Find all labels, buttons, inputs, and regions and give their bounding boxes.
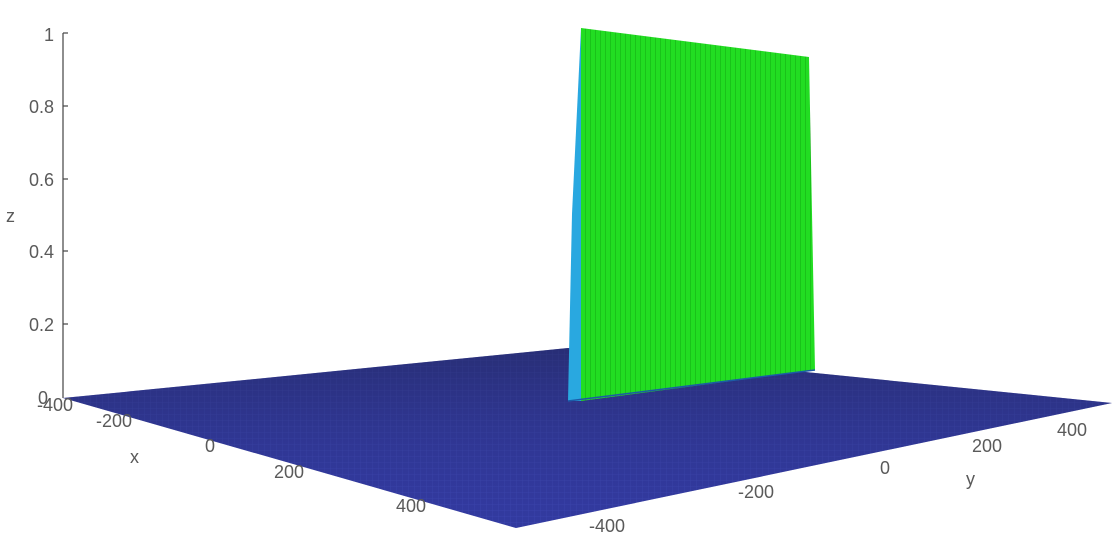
y-tick-label: 200 xyxy=(972,436,1002,456)
wall-surface xyxy=(567,28,816,402)
z-axis-label: z xyxy=(6,206,15,226)
y-axis-label: y xyxy=(966,469,975,489)
x-axis-ticks: -400 -200 0 200 400 xyxy=(37,395,426,516)
z-tick-label: 0.8 xyxy=(29,97,54,117)
wall-face xyxy=(581,28,815,401)
floor-surface xyxy=(63,348,1112,528)
y-tick-label: -200 xyxy=(738,482,774,502)
floor-shading xyxy=(63,348,1112,528)
y-tick-label: -400 xyxy=(589,516,625,536)
wall-edge-face xyxy=(568,28,581,401)
z-tick-label: 0.6 xyxy=(29,170,54,190)
x-tick-label: 0 xyxy=(205,436,215,456)
wall-bottom-edge xyxy=(567,369,816,402)
x-tick-label: -400 xyxy=(37,395,73,415)
z-tick-label: 0.4 xyxy=(29,242,54,262)
x-tick-label: 400 xyxy=(396,496,426,516)
x-tick-label: -200 xyxy=(96,411,132,431)
z-tick-label: 1 xyxy=(44,25,54,45)
y-tick-label: 400 xyxy=(1057,420,1087,440)
x-axis-label: x xyxy=(130,447,139,467)
z-axis-ticks: 1 0.8 0.6 0.4 0.2 0 xyxy=(29,25,68,408)
y-axis-ticks: -400 -200 0 200 400 xyxy=(589,420,1087,536)
y-tick-label: 0 xyxy=(880,458,890,478)
x-tick-label: 200 xyxy=(274,462,304,482)
z-tick-label: 0 xyxy=(38,388,48,408)
z-tick-label: 0.2 xyxy=(29,315,54,335)
